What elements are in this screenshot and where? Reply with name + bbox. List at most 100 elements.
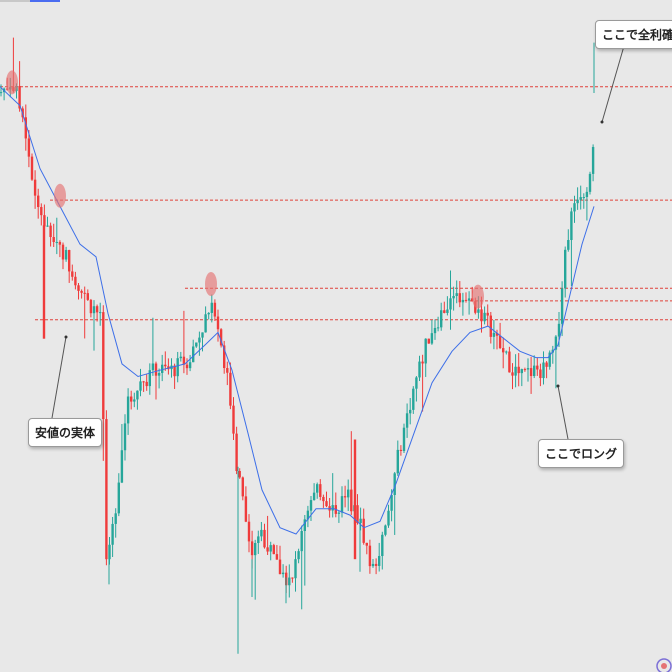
candle-body	[198, 337, 201, 343]
candle-body	[343, 496, 347, 498]
candle-body	[77, 285, 80, 291]
moving-average-line	[0, 86, 595, 535]
candle-body	[226, 368, 229, 373]
candle-body	[161, 364, 164, 373]
candle-body	[263, 529, 266, 548]
candle-body	[520, 369, 523, 374]
candle-body	[297, 551, 300, 560]
candle-body	[102, 312, 105, 420]
candle-body	[409, 409, 412, 414]
candle-body	[151, 363, 155, 371]
candle-body	[117, 482, 120, 514]
candle-body	[157, 372, 161, 376]
candle-body	[359, 518, 362, 524]
candle-body	[455, 293, 458, 296]
candle-body	[114, 513, 117, 524]
toolbar-tab-inactive[interactable]	[0, 0, 30, 2]
candle-body	[350, 489, 353, 512]
candle-body	[374, 563, 378, 566]
candle-body	[300, 530, 303, 552]
candle-body	[173, 365, 176, 377]
candle-body	[216, 316, 220, 330]
candle-body	[554, 336, 558, 350]
candle-body	[0, 92, 3, 94]
candle-body	[272, 545, 275, 555]
logo-dot	[661, 663, 667, 669]
candle-body	[99, 312, 102, 314]
candle-body	[539, 369, 542, 379]
candle-body	[235, 433, 238, 471]
candle-body	[148, 370, 151, 387]
candle-body	[533, 365, 536, 377]
candle-body	[49, 225, 52, 238]
candle-body	[108, 544, 111, 560]
level-lines	[0, 86, 672, 321]
candle-body	[254, 542, 257, 556]
leader-dot	[600, 120, 604, 124]
candle-body	[27, 138, 31, 157]
leader-long-entry	[557, 385, 569, 440]
candle-body	[471, 298, 474, 302]
candle-body	[536, 365, 539, 370]
candle-body	[316, 484, 319, 493]
candle-body	[529, 368, 533, 377]
candle-body	[523, 369, 527, 371]
candle-body	[505, 351, 508, 353]
candle-body	[18, 85, 21, 109]
candle-body	[353, 439, 357, 560]
candle-body	[89, 299, 93, 314]
candle-body	[80, 290, 83, 293]
candle-body	[40, 207, 43, 216]
candle-body	[545, 362, 548, 367]
candle-body	[204, 314, 207, 333]
top-toolbar-strip	[0, 0, 672, 2]
candle-body	[42, 225, 46, 339]
candle-body	[136, 390, 139, 400]
candle-body	[319, 484, 322, 497]
candle-body	[492, 332, 496, 337]
candle-body	[452, 295, 455, 299]
candle-body	[241, 477, 244, 497]
candle-body	[486, 312, 489, 316]
candle-body	[123, 423, 127, 451]
candle-body	[269, 545, 272, 552]
candle-body	[142, 381, 145, 383]
moving-average-path	[0, 86, 595, 535]
candle-body	[179, 356, 182, 359]
candle-body	[188, 362, 192, 369]
high-marker	[205, 272, 217, 296]
candle-body	[37, 195, 40, 208]
candle-body	[232, 405, 235, 434]
candle-body	[92, 306, 96, 314]
callout-low-body: 安値の実体	[28, 418, 103, 447]
candle-body	[260, 529, 263, 537]
candle-body	[446, 309, 449, 313]
candle-body	[591, 146, 595, 174]
candle-body	[517, 366, 520, 374]
candle-body	[86, 293, 89, 300]
candle-body	[570, 211, 573, 241]
callout-leaders	[51, 45, 625, 440]
candle-body	[30, 156, 34, 180]
candle-body	[402, 427, 406, 452]
candle-body	[418, 361, 421, 378]
candle-body	[238, 471, 241, 478]
leader-dot	[64, 335, 68, 339]
leader-low-body	[51, 336, 67, 419]
candle-body	[210, 302, 213, 313]
candle-body	[185, 364, 189, 369]
candle-body	[412, 388, 415, 410]
candle-body	[427, 338, 430, 344]
watermark-logo-icon	[656, 658, 672, 672]
candle-body	[257, 536, 260, 543]
candle-body	[371, 563, 375, 567]
candle-body	[229, 372, 232, 406]
candle-body	[46, 225, 49, 227]
candle-body	[557, 323, 561, 337]
candle-body	[384, 525, 387, 535]
candle-body	[43, 215, 46, 227]
candle-body	[365, 542, 368, 546]
toolbar-tab-active[interactable]	[30, 0, 60, 2]
candle-body	[250, 541, 254, 556]
